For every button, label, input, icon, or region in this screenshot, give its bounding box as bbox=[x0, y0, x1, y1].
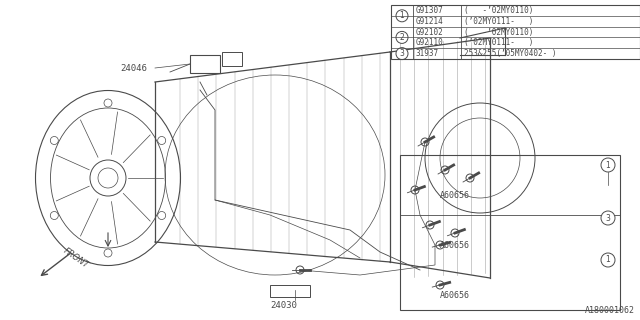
Text: 253&255(’05MY0402- ): 253&255(’05MY0402- ) bbox=[464, 49, 557, 58]
Text: (’02MY0111-   ): (’02MY0111- ) bbox=[464, 17, 533, 26]
Text: A180001062: A180001062 bbox=[585, 306, 635, 315]
Text: (   -’02MY0110): ( -’02MY0110) bbox=[464, 28, 533, 36]
Circle shape bbox=[601, 211, 615, 225]
Text: 24046: 24046 bbox=[120, 63, 147, 73]
Text: 1: 1 bbox=[399, 11, 404, 20]
Text: G91307: G91307 bbox=[416, 6, 444, 15]
Text: 24030: 24030 bbox=[270, 300, 297, 309]
Text: 31937: 31937 bbox=[416, 49, 439, 58]
Text: 1: 1 bbox=[605, 255, 611, 265]
Text: (’02MY0111-   ): (’02MY0111- ) bbox=[464, 38, 533, 47]
Text: A60656: A60656 bbox=[440, 190, 470, 199]
Bar bbox=[270, 285, 310, 297]
Bar bbox=[222, 52, 242, 66]
Circle shape bbox=[396, 31, 408, 44]
Bar bbox=[391, 5, 640, 59]
Text: 2: 2 bbox=[399, 33, 404, 42]
Text: A60656: A60656 bbox=[440, 241, 470, 250]
Bar bbox=[190, 55, 220, 73]
Text: 1: 1 bbox=[605, 161, 611, 170]
Text: 3: 3 bbox=[399, 49, 404, 58]
Text: G92110: G92110 bbox=[416, 38, 444, 47]
Circle shape bbox=[601, 253, 615, 267]
Text: FRONT: FRONT bbox=[62, 246, 91, 270]
Text: G92102: G92102 bbox=[416, 28, 444, 36]
Circle shape bbox=[396, 48, 408, 60]
Text: 3: 3 bbox=[605, 213, 611, 222]
Bar bbox=[400, 155, 620, 310]
Text: G91214: G91214 bbox=[416, 17, 444, 26]
Text: (   -’02MY0110): ( -’02MY0110) bbox=[464, 6, 533, 15]
Circle shape bbox=[396, 10, 408, 22]
Circle shape bbox=[601, 158, 615, 172]
Text: A60656: A60656 bbox=[440, 291, 470, 300]
